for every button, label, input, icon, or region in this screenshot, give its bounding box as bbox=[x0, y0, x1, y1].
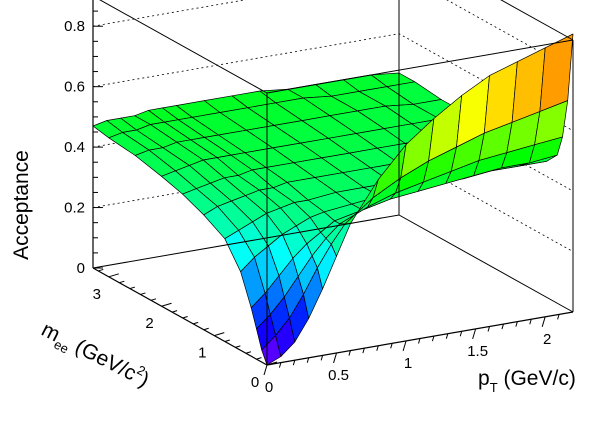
x-tick bbox=[472, 328, 477, 340]
acceptance-surface bbox=[92, 33, 574, 366]
x-axis-title: pT (GeV/c) bbox=[478, 367, 576, 395]
x-minor-tick bbox=[362, 347, 365, 354]
y-minor-tick bbox=[182, 315, 188, 319]
x-minor-tick bbox=[431, 335, 435, 342]
x-tick-label: 0 bbox=[265, 379, 273, 396]
frame-floor-back bbox=[92, 214, 574, 313]
y-minor-tick bbox=[119, 280, 125, 284]
y-minor-tick bbox=[98, 268, 104, 272]
z-tick-label: 0.8 bbox=[64, 18, 85, 35]
y-tick bbox=[266, 361, 278, 366]
y-minor-tick bbox=[245, 351, 252, 354]
y-minor-tick bbox=[140, 292, 146, 295]
y-minor-tick bbox=[193, 321, 199, 325]
x-minor-tick bbox=[459, 331, 463, 337]
y-tick bbox=[108, 273, 119, 278]
x-minor-tick bbox=[501, 323, 504, 330]
y-minor-tick bbox=[224, 339, 230, 342]
y-tick-label: 2 bbox=[145, 315, 153, 332]
x-axis-title-unit: (GeV/c) bbox=[498, 367, 576, 390]
x-tick bbox=[402, 340, 407, 352]
x-minor-tick bbox=[306, 357, 310, 363]
x-minor-tick bbox=[348, 350, 351, 356]
x-minor-tick bbox=[418, 338, 421, 344]
y-minor-tick bbox=[256, 357, 262, 360]
y-axis-title: mee (GeV/c2) bbox=[36, 315, 154, 395]
y-minor-tick bbox=[129, 286, 136, 290]
x-tick-label: 0.5 bbox=[328, 367, 349, 384]
y-tick-label: 0 bbox=[251, 374, 259, 391]
y-tick-label: 3 bbox=[93, 286, 101, 303]
y-axis-title-unit-pre: (GeV/c bbox=[66, 332, 140, 385]
y-tick bbox=[161, 302, 172, 307]
x-axis-title-main: p bbox=[478, 367, 490, 390]
x-tick bbox=[263, 364, 268, 376]
x-minor-tick bbox=[557, 314, 560, 320]
x-minor-tick bbox=[376, 345, 379, 351]
x-tick-label: 1 bbox=[404, 355, 412, 372]
x-tick-label: 1.5 bbox=[467, 343, 488, 360]
x-minor-tick bbox=[445, 333, 449, 339]
x-tick bbox=[333, 352, 338, 364]
y-minor-tick bbox=[171, 310, 178, 313]
x-minor-tick bbox=[529, 319, 532, 325]
x-minor-tick bbox=[390, 343, 393, 349]
x-minor-tick bbox=[278, 362, 282, 368]
z-tick-label: 0 bbox=[77, 260, 85, 277]
x-minor-tick bbox=[292, 360, 296, 366]
z-grid-line bbox=[92, 0, 574, 71]
surface-cell bbox=[539, 33, 574, 112]
y-minor-tick bbox=[203, 327, 209, 331]
y-axis-title-sub: ee bbox=[52, 337, 72, 357]
z-axis-title: Acceptance bbox=[10, 150, 33, 260]
frame-top-left bbox=[99, 0, 268, 94]
y-tick-label: 1 bbox=[198, 345, 206, 362]
y-axis-line bbox=[92, 267, 268, 366]
y-tick bbox=[214, 332, 225, 337]
x-minor-tick bbox=[487, 326, 491, 332]
z-tick-label: 0.2 bbox=[64, 200, 85, 217]
frame-top-front bbox=[266, 39, 574, 94]
x-tick-label: 2 bbox=[543, 331, 551, 348]
frame-top-back bbox=[500, 0, 574, 41]
x-tick bbox=[541, 316, 546, 327]
x-minor-tick bbox=[515, 321, 518, 327]
x-minor-tick bbox=[320, 355, 324, 361]
y-minor-tick bbox=[150, 298, 157, 301]
z-tick-label: 0.4 bbox=[64, 139, 85, 156]
y-minor-tick bbox=[235, 345, 241, 348]
x-axis-title-sub: T bbox=[490, 380, 498, 395]
z-tick-label: 0.6 bbox=[64, 79, 85, 96]
